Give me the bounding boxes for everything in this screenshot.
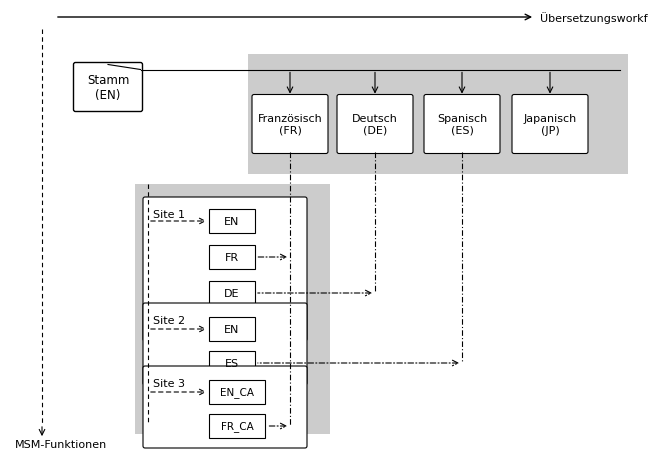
Text: EN_CA: EN_CA (220, 386, 254, 397)
Bar (209, 317, 255, 341)
Text: EN: EN (224, 217, 240, 226)
Text: Spanisch
(ES): Spanisch (ES) (437, 114, 487, 135)
FancyBboxPatch shape (143, 366, 307, 448)
Text: Stamm
(EN): Stamm (EN) (87, 74, 129, 102)
Bar (209, 380, 265, 404)
Bar (209, 414, 265, 438)
FancyBboxPatch shape (143, 303, 307, 385)
Text: EN: EN (224, 325, 240, 334)
Bar (209, 246, 255, 269)
Text: Deutsch
(DE): Deutsch (DE) (352, 114, 398, 135)
Bar (209, 351, 255, 375)
FancyBboxPatch shape (73, 63, 143, 112)
Text: Site 2: Site 2 (153, 315, 185, 325)
Text: FR: FR (225, 252, 239, 263)
Text: Site 3: Site 3 (153, 378, 185, 388)
Text: Französisch
(FR): Französisch (FR) (258, 114, 322, 135)
Text: DE: DE (224, 288, 240, 298)
Text: MSM-Funktionen: MSM-Funktionen (15, 439, 108, 449)
Text: Japanisch
(JP): Japanisch (JP) (524, 114, 577, 135)
Bar (209, 210, 255, 234)
Text: Übersetzungsworkflow: Übersetzungsworkflow (540, 12, 648, 24)
FancyBboxPatch shape (512, 95, 588, 154)
Text: FR_CA: FR_CA (220, 420, 253, 431)
Bar (248, 55, 628, 174)
FancyBboxPatch shape (424, 95, 500, 154)
Bar (209, 281, 255, 305)
Bar (135, 185, 330, 434)
FancyBboxPatch shape (143, 197, 307, 341)
Text: ES: ES (225, 358, 239, 368)
FancyBboxPatch shape (337, 95, 413, 154)
Text: Site 1: Site 1 (153, 210, 185, 219)
FancyBboxPatch shape (252, 95, 328, 154)
